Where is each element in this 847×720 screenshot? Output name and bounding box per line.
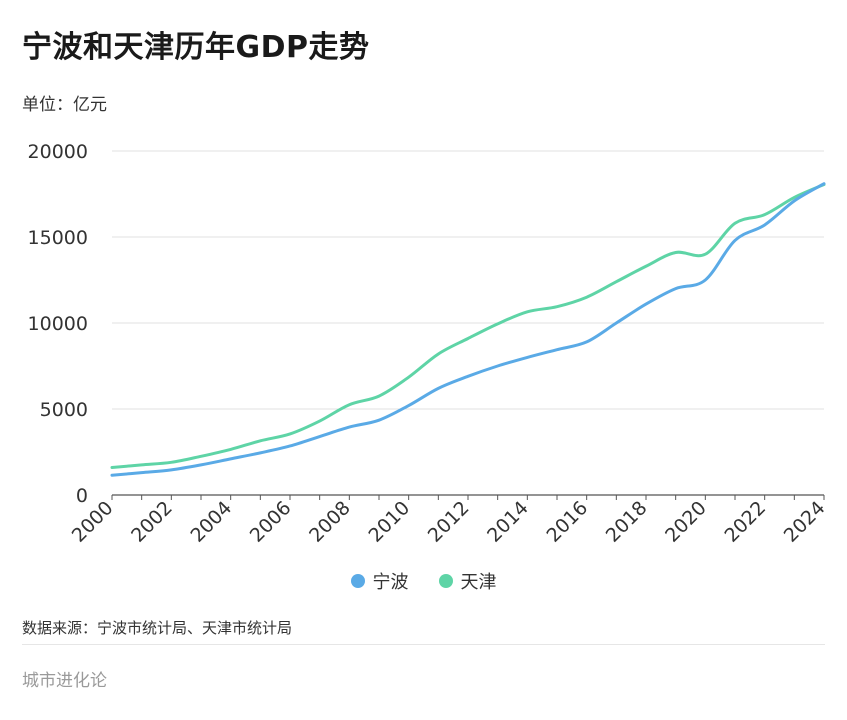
series-line-ningbo xyxy=(110,182,826,477)
x-tick-label: 2010 xyxy=(364,497,414,547)
y-tick-label: 10000 xyxy=(28,313,88,335)
legend-label: 宁波 xyxy=(372,572,409,593)
x-tick-label: 2020 xyxy=(661,497,711,547)
x-tick-label: 2014 xyxy=(483,497,533,547)
legend-swatch xyxy=(438,574,453,588)
brand-label: 城市进化论 xyxy=(22,671,107,691)
y-tick-label: 20000 xyxy=(28,141,88,163)
unit-label: 单位：亿元 xyxy=(22,95,107,115)
x-tick-label: 2002 xyxy=(127,497,177,547)
data-source: 数据来源：宁波市统计局、天津市统计局 xyxy=(22,619,293,637)
x-tick-label: 2004 xyxy=(186,497,236,547)
legend-swatch xyxy=(350,574,365,588)
x-tick-label: 2024 xyxy=(780,497,830,547)
x-tick-label: 2012 xyxy=(424,497,474,547)
legend: 宁波 天津 xyxy=(0,568,847,594)
y-tick-label: 5000 xyxy=(40,399,88,421)
y-tick-label: 15000 xyxy=(28,227,88,249)
x-tick-label: 2022 xyxy=(720,497,770,547)
x-tick-label: 2016 xyxy=(542,497,592,547)
divider xyxy=(22,644,825,645)
x-tick-label: 2006 xyxy=(246,497,296,547)
legend-label: 天津 xyxy=(460,572,497,593)
x-tick-label: 2008 xyxy=(305,497,355,547)
chart-title: 宁波和天津历年GDP走势 xyxy=(22,30,370,65)
legend-item: 天津 xyxy=(438,568,497,594)
y-tick-label: 0 xyxy=(76,485,88,507)
series-line-tianjin xyxy=(110,183,826,469)
legend-item: 宁波 xyxy=(350,568,409,594)
x-tick-label: 2018 xyxy=(602,497,652,547)
